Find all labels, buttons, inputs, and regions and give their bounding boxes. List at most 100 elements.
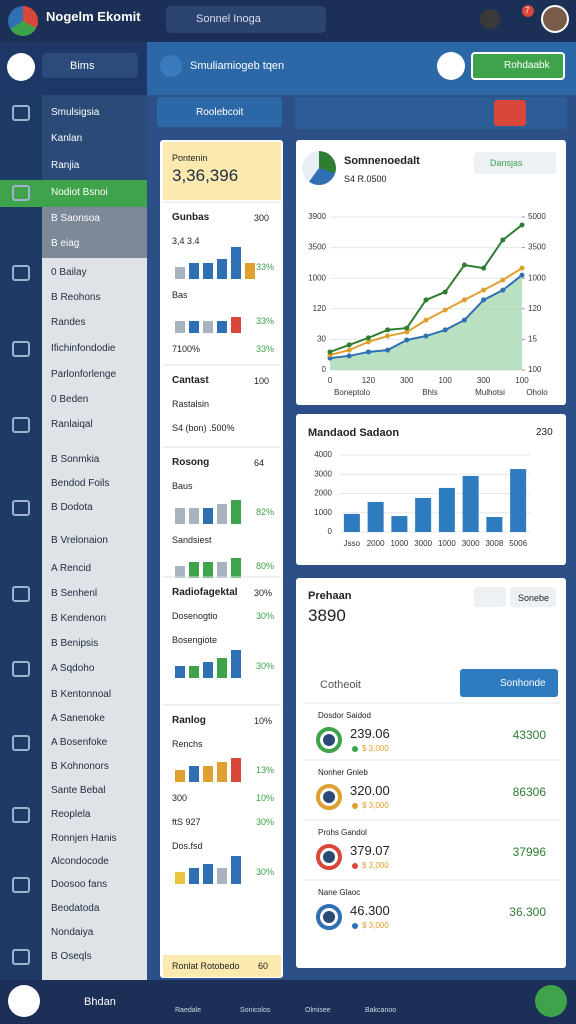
rail-icon[interactable]	[12, 341, 30, 357]
row-pct: 10%	[256, 793, 275, 803]
row-label: ftS 927	[172, 817, 201, 827]
menu-item: B Kohnonors	[51, 761, 109, 772]
menu-item: Doosoo fans	[51, 879, 108, 890]
mini-bar	[189, 868, 199, 884]
toolbar-icon[interactable]	[437, 52, 465, 80]
section-title: Ranlog	[172, 715, 206, 726]
item-right: 43300	[512, 728, 546, 742]
chart-button: Dansjas	[490, 158, 523, 168]
point	[346, 347, 352, 353]
menu-item: A Sqdoho	[51, 663, 95, 674]
rail-icon[interactable]	[12, 735, 30, 751]
nav-label: Raedale	[175, 1007, 202, 1014]
item-sub: $ 3,000	[362, 744, 389, 753]
profile-circle[interactable]	[7, 53, 35, 81]
footer-label: Ronlat Rotobedo	[172, 961, 240, 971]
small-button[interactable]	[510, 587, 556, 607]
rail-icon[interactable]	[12, 500, 30, 516]
row-label: Bas	[172, 290, 188, 300]
mini-bar	[189, 321, 199, 333]
point	[365, 339, 371, 345]
menu-item: Nondaiya	[51, 927, 94, 938]
toolbar-title: Smuliamiogeb tqen	[190, 60, 285, 72]
sidebar-search[interactable]	[42, 53, 138, 78]
avatar[interactable]	[480, 9, 500, 29]
mini-bar	[231, 500, 241, 524]
card-button[interactable]	[474, 152, 556, 174]
point	[519, 222, 525, 228]
sidebar-search-text: Bims	[70, 60, 95, 72]
logo	[8, 6, 38, 36]
rail-icon[interactable]	[12, 661, 30, 677]
x-tick-label: 300	[477, 376, 491, 385]
fab[interactable]	[535, 985, 567, 1017]
bottom-logo[interactable]	[8, 985, 40, 1017]
row-label: 7100%	[172, 344, 201, 354]
x-note: Oholo	[526, 388, 548, 397]
y2-tick-label: 100	[528, 365, 542, 374]
x-tick-label: 0	[328, 376, 333, 385]
rail-icon[interactable]	[12, 185, 30, 201]
point	[385, 333, 391, 339]
row-label: Dos.fsd	[172, 841, 203, 851]
point	[423, 297, 429, 303]
mini-bar	[231, 558, 241, 578]
chart-title: Mandaod Sadaon	[308, 427, 400, 439]
rail-icon[interactable]	[12, 417, 30, 433]
menu-item: Reoplela	[51, 809, 91, 820]
search-box[interactable]	[166, 6, 326, 33]
row-pct: 80%	[256, 561, 275, 571]
rail-icon[interactable]	[12, 807, 30, 823]
toolbar-icon[interactable]	[160, 55, 182, 77]
item-sub: $ 3,000	[362, 801, 389, 810]
y2-tick-label: 120	[528, 304, 542, 313]
item-sub: $ 3,000	[362, 861, 389, 870]
point	[404, 337, 410, 343]
primary-button[interactable]	[460, 669, 558, 697]
ring-core	[323, 851, 335, 863]
mini-bar	[175, 566, 185, 578]
item-value: 320.00	[350, 783, 390, 798]
y2-tick-label: 1000	[528, 273, 546, 282]
mini-bar	[175, 508, 185, 524]
menu-active[interactable]	[0, 180, 147, 207]
mini-bar	[217, 868, 227, 884]
menu-item: Bendod Foils	[51, 478, 110, 489]
row-pct: 30%	[256, 611, 275, 621]
section-value: 30%	[254, 588, 273, 598]
x-tick-label: Jsso	[344, 539, 361, 548]
menu-item: 0 Beden	[51, 394, 89, 405]
middle-button-text: Roolebcoit	[196, 107, 244, 118]
search-text: Sonnel Inoga	[196, 13, 261, 25]
point	[442, 327, 448, 333]
red-button[interactable]	[494, 100, 526, 126]
mini-bar	[189, 562, 199, 578]
ring-core	[323, 911, 335, 923]
rail-icon[interactable]	[12, 949, 30, 965]
menu-item: Ifichinfondodie	[51, 343, 116, 354]
avatar[interactable]	[541, 5, 569, 33]
row-pct: 33%	[256, 262, 275, 272]
x-tick-label: 100	[515, 376, 529, 385]
rail-icon[interactable]	[12, 586, 30, 602]
middle-header-button[interactable]	[157, 97, 282, 127]
row-pct: 82%	[256, 507, 275, 517]
point	[346, 342, 352, 348]
toolbar-button[interactable]	[471, 52, 565, 80]
row-label: Dosenogtio	[172, 611, 218, 621]
point	[385, 347, 391, 353]
rail-icon[interactable]	[12, 265, 30, 281]
rail-icon[interactable]	[12, 877, 30, 893]
row-label: Rastalsin	[172, 399, 210, 409]
rail-icon[interactable]	[12, 105, 30, 121]
menu-item: Parlonforlenge	[51, 369, 117, 380]
bar	[391, 516, 408, 532]
small-button-text: Sonebe	[518, 593, 550, 603]
point	[481, 287, 487, 293]
dropdown[interactable]	[474, 587, 506, 607]
y-tick-label: 30	[317, 335, 326, 344]
menu-grey	[42, 207, 147, 258]
menu-dark	[42, 95, 147, 180]
menu-item: B Kendenon	[51, 613, 107, 624]
